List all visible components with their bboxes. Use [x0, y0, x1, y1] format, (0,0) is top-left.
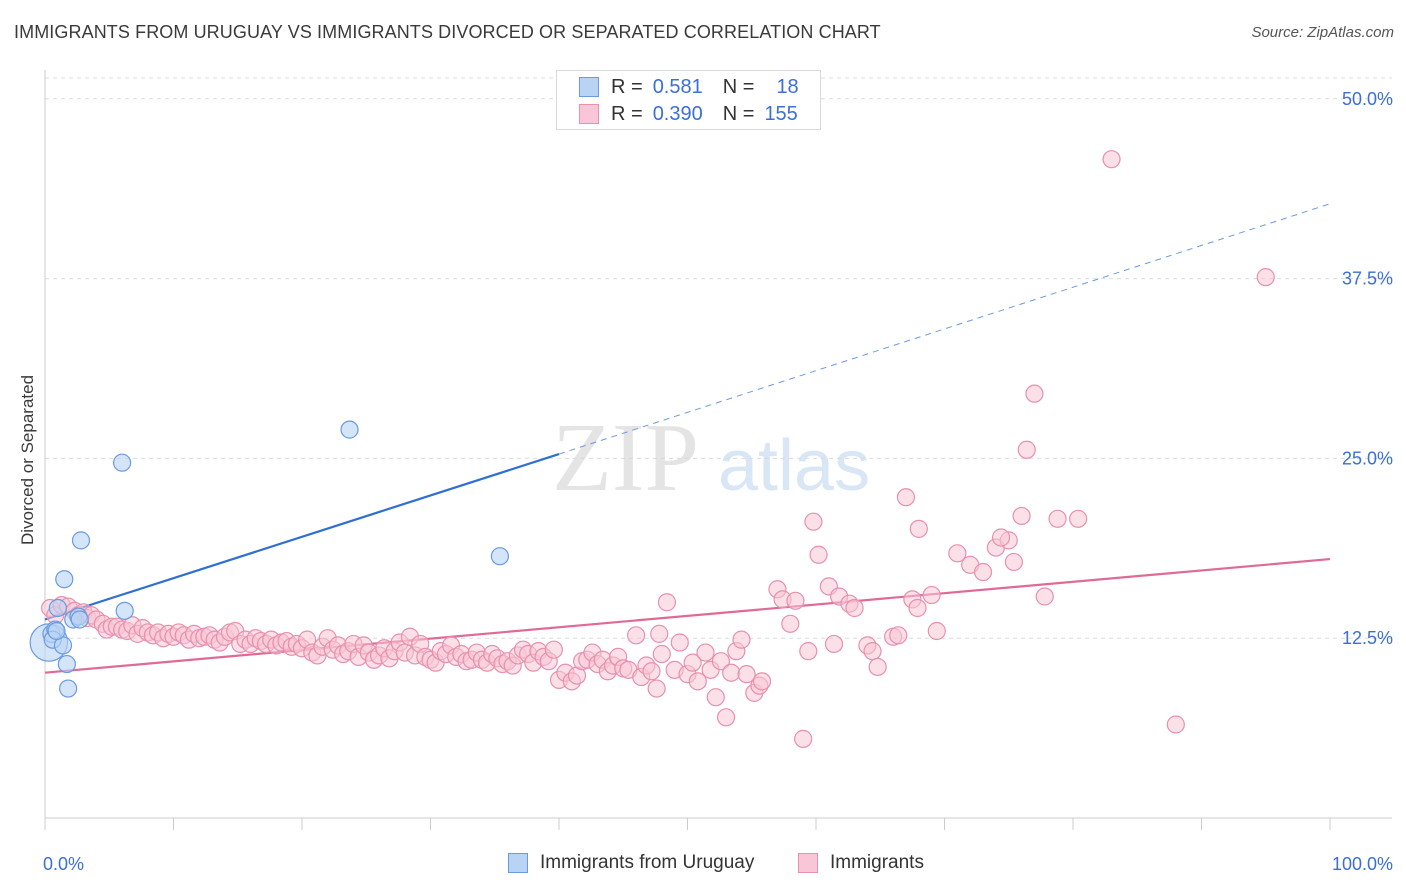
data-point-uruguay [48, 598, 67, 618]
data-point-immigrants [927, 621, 946, 641]
legend-swatch-immigrants [579, 104, 599, 124]
legend-row-immigrants: R = 0.390 N = 155 [579, 102, 798, 126]
data-point-immigrants [845, 598, 864, 618]
data-point-immigrants [1069, 509, 1088, 528]
data-point-immigrants [683, 653, 702, 672]
data-point-immigrants [973, 562, 993, 582]
data-point-immigrants [799, 642, 818, 661]
legend-item-immigrants: Immigrants [798, 852, 924, 874]
legend-swatch-immigrants [798, 853, 818, 873]
data-point-immigrants [868, 657, 887, 677]
watermark-zip: ZIP [552, 404, 699, 512]
data-point-immigrants [909, 519, 928, 538]
data-point-immigrants [781, 614, 800, 633]
data-point-immigrants [752, 672, 772, 691]
series-immigrants [41, 150, 1275, 748]
legend-item-uruguay: Immigrants from Uruguay [508, 852, 754, 874]
data-point-uruguay [340, 420, 359, 439]
data-point-immigrants [1048, 509, 1067, 528]
data-point-immigrants [804, 512, 823, 531]
legend-label-uruguay: Immigrants from Uruguay [540, 852, 755, 873]
data-point-immigrants [1004, 552, 1023, 572]
legend-n-label: N = [722, 102, 755, 125]
legend-n-label: N = [722, 75, 755, 98]
stats-legend: R = 0.581 N = 18 R = 0.390 N = 155 [556, 70, 821, 130]
data-point-immigrants [786, 591, 805, 610]
data-point-immigrants [650, 624, 669, 643]
data-point-immigrants [670, 633, 689, 652]
data-point-immigrants [657, 593, 677, 612]
data-point-immigrants [908, 598, 927, 618]
data-point-uruguay [55, 570, 74, 589]
data-point-immigrants [696, 643, 715, 662]
x-tick-label: 100.0% [1332, 854, 1393, 874]
trend-line-uruguay [44, 453, 560, 621]
chart-title: IMMIGRANTS FROM URUGUAY VS IMMIGRANTS DI… [14, 22, 881, 42]
data-point-immigrants [652, 644, 671, 664]
legend-swatch-uruguay [579, 77, 599, 97]
data-point-immigrants [794, 729, 813, 748]
data-point-immigrants [716, 708, 736, 727]
data-point-immigrants [642, 662, 661, 681]
y-tick-label: 37.5% [1342, 269, 1393, 289]
legend-n-value: 18 [776, 75, 799, 98]
data-point-immigrants [732, 630, 751, 649]
y-tick-label: 12.5% [1342, 628, 1393, 648]
data-point-immigrants [863, 642, 882, 661]
legend-row-uruguay: R = 0.581 N = 18 [579, 75, 799, 99]
data-point-uruguay [59, 679, 78, 698]
data-point-immigrants [706, 688, 725, 707]
data-point-immigrants [711, 652, 731, 671]
data-point-immigrants [991, 528, 1011, 547]
y-tick-label: 50.0% [1342, 89, 1393, 109]
data-point-immigrants [809, 545, 828, 564]
source-credit: Source: ZipAtlas.com [1251, 24, 1394, 41]
data-point-immigrants [544, 640, 563, 659]
series-uruguay [29, 420, 509, 698]
data-point-uruguay [57, 654, 76, 674]
watermark: ZIP atlas [552, 404, 870, 512]
data-point-immigrants [1102, 150, 1121, 169]
data-point-uruguay [71, 531, 91, 550]
watermark-atlas: atlas [718, 426, 870, 506]
data-point-immigrants [1166, 715, 1185, 734]
data-point-uruguay [115, 601, 134, 620]
data-point-immigrants [1035, 587, 1054, 606]
trend-lines [44, 203, 1331, 674]
legend-r-value: 0.581 [652, 75, 703, 98]
data-point-immigrants [1017, 440, 1036, 459]
trend-line-uruguay-extension [558, 203, 1331, 455]
y-tick-label: 25.0% [1342, 448, 1393, 468]
data-point-immigrants [688, 672, 707, 691]
data-point-immigrants [889, 626, 908, 645]
axes [44, 70, 1392, 830]
data-point-uruguay [47, 621, 66, 641]
data-point-immigrants [824, 634, 844, 654]
data-point-immigrants [647, 679, 666, 698]
data-point-immigrants [896, 488, 916, 507]
data-point-immigrants [1012, 506, 1031, 526]
legend-r-label: R = [611, 75, 643, 98]
tick-labels: 12.5% 25.0% 37.5% 50.0% 0.0% 100.0% [43, 89, 1393, 874]
legend-label-immigrants: Immigrants [830, 852, 924, 873]
data-point-immigrants [1025, 384, 1044, 403]
x-tick-label: 0.0% [43, 854, 84, 874]
legend-n-value: 155 [764, 102, 798, 125]
data-point-uruguay [490, 547, 509, 566]
data-point-immigrants [948, 544, 967, 563]
data-point-immigrants [626, 626, 646, 645]
legend-r-label: R = [611, 102, 643, 125]
legend-r-value: 0.390 [652, 102, 703, 125]
data-point-immigrants [922, 585, 941, 605]
data-point-immigrants [737, 665, 756, 684]
data-point-immigrants [1256, 268, 1275, 287]
data-point-uruguay [70, 610, 89, 629]
data-point-uruguay [112, 453, 132, 472]
legend-swatch-uruguay [508, 853, 528, 873]
trend-line-immigrants [44, 557, 1331, 674]
data-point-immigrants [722, 663, 741, 682]
